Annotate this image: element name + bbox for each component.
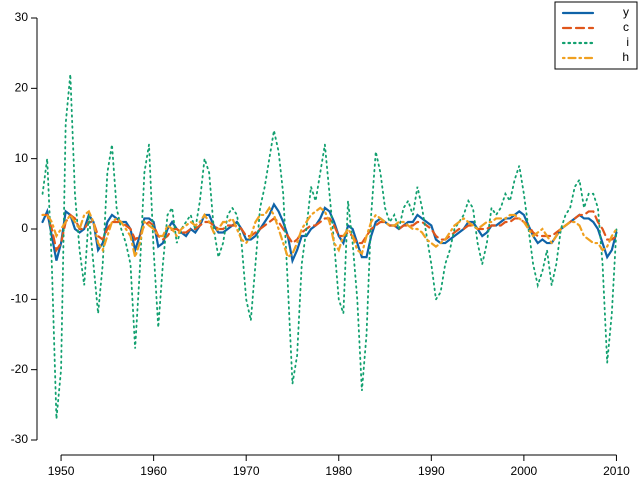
legend-label: c (623, 20, 629, 34)
series-line (41, 202, 618, 265)
x-tick-label: 1960 (140, 464, 167, 478)
legend-label: h (622, 50, 629, 64)
x-tick-label: 1980 (325, 464, 352, 478)
x-tick-label: 1970 (233, 464, 260, 478)
legend-label: y (623, 5, 629, 19)
series-line (41, 205, 618, 262)
series-line (41, 210, 618, 253)
x-tick-label: 1990 (418, 464, 445, 478)
y-tick-label: -10 (11, 292, 29, 306)
y-tick-label: -20 (11, 362, 29, 376)
y-tick-label: -30 (11, 432, 29, 446)
series-line (41, 74, 618, 419)
x-tick-label: 2000 (511, 464, 538, 478)
y-tick-label: 0 (21, 221, 28, 235)
x-tick-label: 1950 (48, 464, 75, 478)
x-tick-label: 2010 (603, 464, 630, 478)
y-tick-label: 10 (15, 151, 29, 165)
legend-label: i (626, 35, 629, 49)
y-tick-label: 20 (15, 81, 29, 95)
y-tick-label: 30 (15, 10, 29, 24)
